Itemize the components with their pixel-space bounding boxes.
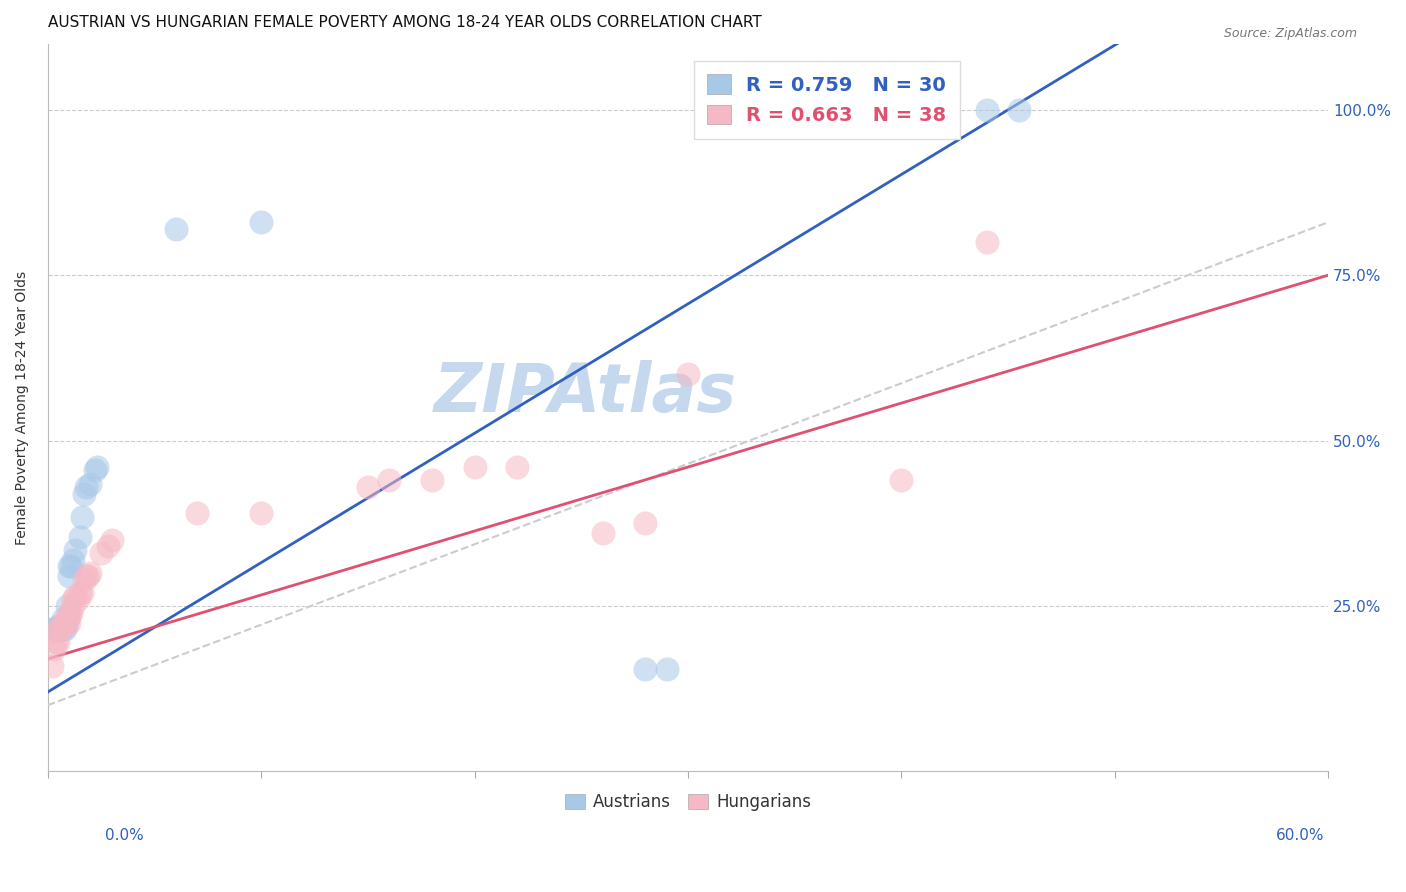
Point [90, 546, 112, 560]
Point [79, 476, 101, 491]
Point [1008, 103, 1031, 117]
Point [96, 540, 118, 554]
Point [75, 569, 97, 583]
Point [976, 103, 998, 117]
Point [62, 552, 84, 566]
Point [41, 658, 63, 673]
Point [165, 222, 187, 236]
Point [58, 606, 80, 620]
Text: ZIPAtlas: ZIPAtlas [434, 360, 737, 426]
Text: 60.0%: 60.0% [1277, 828, 1324, 843]
Point [250, 215, 273, 229]
Point [53, 622, 76, 636]
Point [53, 619, 76, 633]
Point [45, 622, 67, 636]
Point [52, 615, 75, 630]
Point [506, 460, 529, 475]
Point [62, 592, 84, 607]
Point [44, 622, 66, 636]
Point [58, 569, 80, 583]
Point [60, 559, 83, 574]
Point [52, 612, 75, 626]
Point [592, 526, 614, 541]
Point [60, 606, 83, 620]
Point [86, 460, 108, 475]
Text: Source: ZipAtlas.com: Source: ZipAtlas.com [1223, 27, 1357, 40]
Point [48, 622, 70, 636]
Point [69, 586, 91, 600]
Point [44, 642, 66, 657]
Point [56, 615, 79, 630]
Point [45, 635, 67, 649]
Point [62, 599, 84, 613]
Point [66, 592, 89, 607]
Point [79, 566, 101, 580]
Point [250, 507, 273, 521]
Point [976, 235, 998, 249]
Point [77, 569, 100, 583]
Point [634, 516, 657, 531]
Point [52, 622, 75, 636]
Point [634, 662, 657, 676]
Point [58, 559, 80, 574]
Y-axis label: Female Poverty Among 18-24 Year Olds: Female Poverty Among 18-24 Year Olds [15, 270, 30, 545]
Point [56, 612, 79, 626]
Point [49, 619, 72, 633]
Point [58, 608, 80, 623]
Point [378, 473, 401, 487]
Point [49, 619, 72, 633]
Point [45, 625, 67, 640]
Point [70, 586, 93, 600]
Point [676, 368, 699, 382]
Point [357, 480, 380, 494]
Point [420, 473, 443, 487]
Point [69, 529, 91, 543]
Point [73, 486, 96, 500]
Point [48, 619, 70, 633]
Point [41, 622, 63, 636]
Point [65, 589, 87, 603]
Point [655, 662, 678, 676]
Point [65, 542, 87, 557]
Point [70, 509, 93, 524]
Point [890, 473, 912, 487]
Point [56, 599, 79, 613]
Point [48, 635, 70, 649]
Point [83, 463, 105, 477]
Point [100, 533, 122, 547]
Point [48, 622, 70, 636]
Point [75, 480, 97, 494]
Text: 0.0%: 0.0% [105, 828, 145, 843]
Text: AUSTRIAN VS HUNGARIAN FEMALE POVERTY AMONG 18-24 YEAR OLDS CORRELATION CHART: AUSTRIAN VS HUNGARIAN FEMALE POVERTY AMO… [48, 15, 762, 30]
Point [186, 507, 208, 521]
Point [464, 460, 486, 475]
Point [73, 573, 96, 587]
Legend: Austrians, Hungarians: Austrians, Hungarians [558, 786, 818, 818]
Point [58, 615, 80, 630]
